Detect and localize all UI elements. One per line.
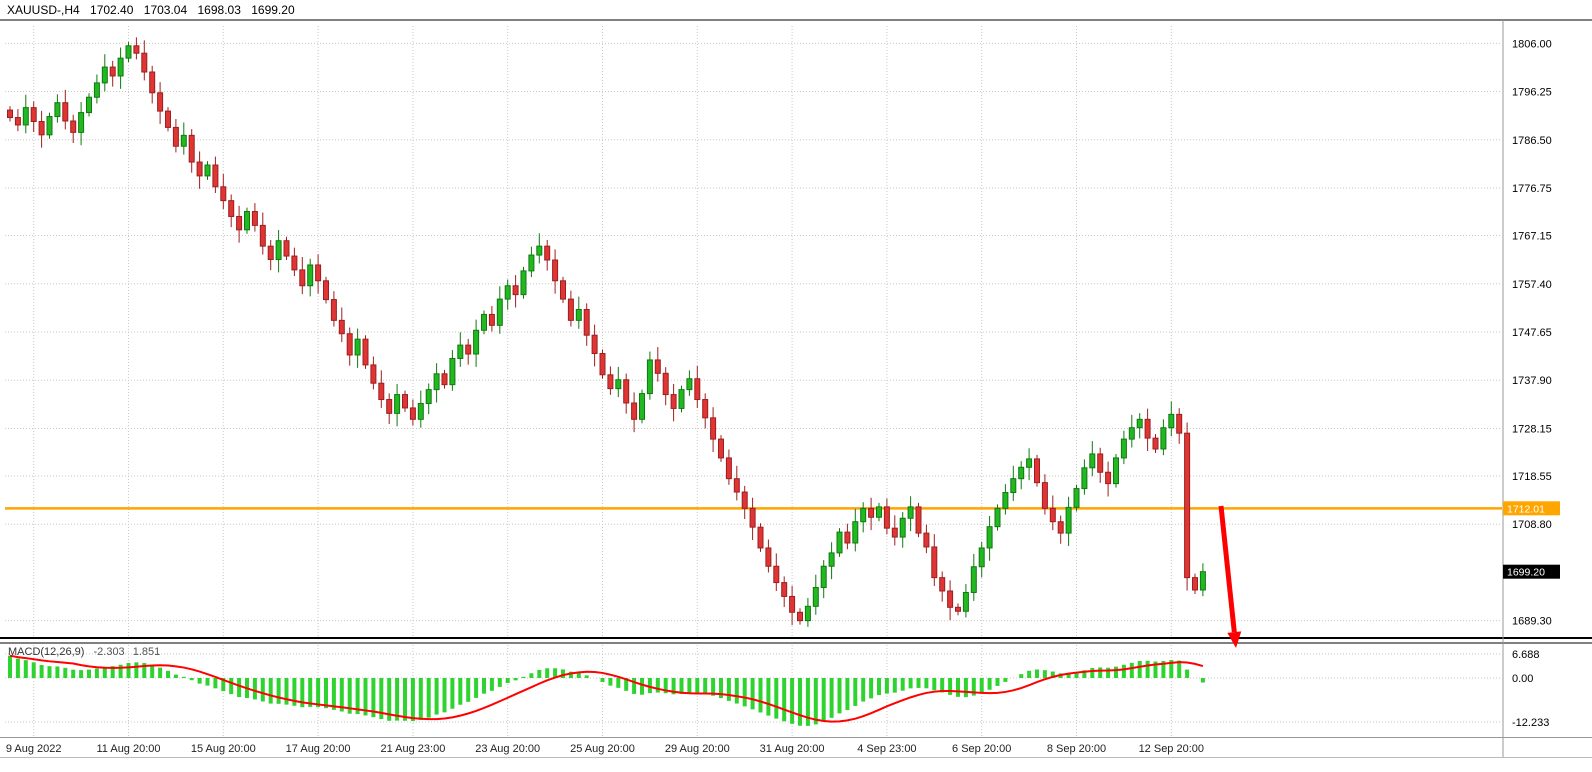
svg-text:23 Aug 20:00: 23 Aug 20:00 bbox=[475, 743, 540, 755]
svg-text:17 Aug 20:00: 17 Aug 20:00 bbox=[286, 743, 351, 755]
svg-text:29 Aug 20:00: 29 Aug 20:00 bbox=[665, 743, 730, 755]
current-price-tag: 1699.20 bbox=[1503, 564, 1560, 579]
svg-text:6 Sep 20:00: 6 Sep 20:00 bbox=[952, 743, 1011, 755]
svg-text:1708.80: 1708.80 bbox=[1512, 519, 1552, 531]
svg-text:-12.233: -12.233 bbox=[1512, 717, 1549, 729]
macd-signal-line bbox=[9, 654, 1204, 723]
candlesticks bbox=[7, 37, 1206, 627]
annotation-arrow-head bbox=[1227, 631, 1242, 648]
svg-text:1796.25: 1796.25 bbox=[1512, 87, 1552, 99]
svg-text:9 Aug 2022: 9 Aug 2022 bbox=[6, 743, 62, 755]
svg-text:1689.30: 1689.30 bbox=[1512, 616, 1552, 628]
macd-signal-value: 1.851 bbox=[132, 646, 161, 658]
svg-text:1806.00: 1806.00 bbox=[1512, 38, 1552, 50]
annotation-arrow-shaft[interactable] bbox=[1218, 505, 1237, 633]
price-axis-labels: 1806.00 1796.25 1786.50 1776.75 1767.15 1757.… bbox=[1512, 38, 1552, 729]
macd-indicator-label: MACD(12,26,9) -2.303 1.851 bbox=[8, 646, 160, 658]
svg-text:31 Aug 20:00: 31 Aug 20:00 bbox=[760, 743, 825, 755]
macd-name: MACD(12,26,9) bbox=[8, 646, 85, 658]
svg-text:1699.20: 1699.20 bbox=[1507, 567, 1545, 579]
svg-text:1712.01: 1712.01 bbox=[1507, 503, 1545, 515]
ohlc-high: 1703.04 bbox=[143, 3, 188, 17]
ohlc-low: 1698.03 bbox=[197, 3, 241, 17]
svg-text:11 Aug 20:00: 11 Aug 20:00 bbox=[96, 743, 160, 755]
svg-text:1747.65: 1747.65 bbox=[1512, 327, 1552, 339]
svg-text:6.688: 6.688 bbox=[1512, 649, 1540, 661]
svg-text:1718.55: 1718.55 bbox=[1512, 471, 1552, 483]
svg-text:1737.90: 1737.90 bbox=[1512, 375, 1552, 387]
hline-price-tag[interactable]: 1712.01 bbox=[1503, 501, 1560, 516]
time-axis-labels: 9 Aug 2022 11 Aug 20:00 15 Aug 20:00 17 Aug… bbox=[6, 743, 1204, 755]
svg-text:4 Sep 23:00: 4 Sep 23:00 bbox=[857, 743, 916, 755]
svg-text:21 Aug 23:00: 21 Aug 23:00 bbox=[380, 743, 445, 755]
grid-lines bbox=[5, 26, 1502, 737]
svg-text:1776.75: 1776.75 bbox=[1512, 183, 1552, 195]
svg-text:12 Sep 20:00: 12 Sep 20:00 bbox=[1139, 743, 1204, 755]
macd-histogram bbox=[8, 655, 1205, 726]
svg-text:1786.50: 1786.50 bbox=[1512, 135, 1552, 147]
macd-value: -2.303 bbox=[93, 646, 125, 658]
ohlc-open: 1702.40 bbox=[90, 3, 134, 17]
symbol-timeframe-label: XAUUSD-,H4 bbox=[7, 3, 80, 17]
chart-header: XAUUSD-,H4 1702.40 1703.04 1698.03 1699.… bbox=[7, 3, 302, 17]
svg-text:0.00: 0.00 bbox=[1512, 673, 1533, 685]
ohlc-close: 1699.20 bbox=[251, 3, 295, 17]
svg-text:1767.15: 1767.15 bbox=[1512, 231, 1552, 243]
svg-text:15 Aug 20:00: 15 Aug 20:00 bbox=[191, 743, 256, 755]
svg-text:25 Aug 20:00: 25 Aug 20:00 bbox=[570, 743, 635, 755]
svg-text:1757.40: 1757.40 bbox=[1512, 279, 1552, 291]
svg-text:1728.15: 1728.15 bbox=[1512, 423, 1552, 435]
svg-text:8 Sep 20:00: 8 Sep 20:00 bbox=[1047, 743, 1106, 755]
